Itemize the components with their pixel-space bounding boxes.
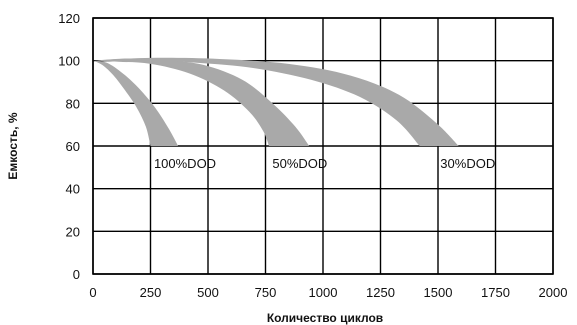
y-tick-label: 80 xyxy=(66,96,80,111)
x-tick-label: 2000 xyxy=(539,285,568,300)
y-tick-label: 20 xyxy=(66,224,80,239)
x-tick-label: 250 xyxy=(140,285,162,300)
bands xyxy=(93,57,459,147)
x-tick-label: 750 xyxy=(255,285,277,300)
x-tick-label: 0 xyxy=(89,285,96,300)
band-label-0: 100%DOD xyxy=(154,156,216,171)
x-axis-title: Количество циклов xyxy=(267,311,383,325)
band-100pct-dod xyxy=(93,60,179,147)
band-label-2: 30%DOD xyxy=(440,156,495,171)
y-tick-label: 60 xyxy=(66,139,80,154)
y-tick-label: 0 xyxy=(73,267,80,282)
plot-border xyxy=(92,17,554,275)
y-tick-label: 120 xyxy=(58,11,80,26)
band-50pct-dod xyxy=(93,58,310,147)
y-axis-title: Емкость, % xyxy=(6,112,20,179)
tick-labels: 0 250 500 750 1000 1250 1500 1750 2000 0 20 40 60 80 1… xyxy=(58,11,567,300)
y-tick-label: 100 xyxy=(58,54,80,69)
y-tick-label: 40 xyxy=(66,182,80,197)
plot-frame xyxy=(92,17,554,275)
band-label-1: 50%DOD xyxy=(272,156,327,171)
x-tick-label: 1250 xyxy=(366,285,395,300)
band-labels: 100%DOD 50%DOD 30%DOD xyxy=(154,156,495,171)
band-30pct-dod xyxy=(93,57,459,146)
x-tick-label: 1750 xyxy=(481,285,510,300)
x-tick-label: 1500 xyxy=(424,285,453,300)
x-tick-label: 1000 xyxy=(309,285,338,300)
x-tick-label: 500 xyxy=(197,285,219,300)
